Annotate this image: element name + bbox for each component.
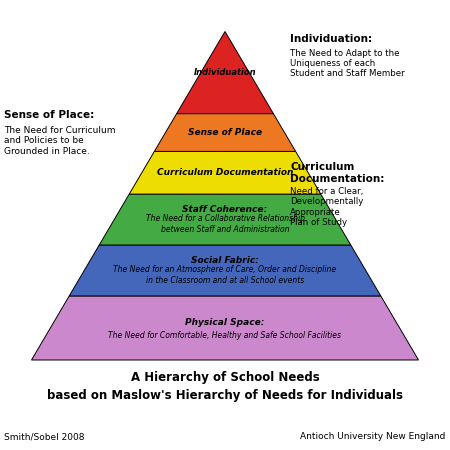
Text: The Need to Adapt to the
Uniqueness of each
Student and Staff Member: The Need to Adapt to the Uniqueness of e… — [290, 49, 405, 78]
Text: The Need for Comfortable, Healthy and Safe School Facilities: The Need for Comfortable, Healthy and Sa… — [108, 331, 342, 340]
Polygon shape — [99, 194, 351, 245]
Polygon shape — [69, 245, 381, 296]
Text: Smith/Sobel 2008: Smith/Sobel 2008 — [4, 432, 85, 441]
Text: Individuation:: Individuation: — [290, 34, 373, 44]
Text: Curriculum Documentation: Curriculum Documentation — [157, 168, 293, 177]
Text: Antioch University New England: Antioch University New England — [300, 432, 446, 441]
Text: The Need for a Collaborative Relationship
between Staff and Administration: The Need for a Collaborative Relationshi… — [145, 214, 305, 234]
Polygon shape — [32, 296, 419, 360]
Text: Physical Space:: Physical Space: — [185, 318, 265, 327]
Text: A Hierarchy of School Needs: A Hierarchy of School Needs — [130, 371, 320, 384]
Polygon shape — [129, 151, 321, 194]
Polygon shape — [176, 32, 274, 113]
Text: The Need for Curriculum
and Policies to be
Grounded in Place.: The Need for Curriculum and Policies to … — [4, 126, 116, 156]
Text: Individuation: Individuation — [194, 68, 256, 77]
Text: Social Fabric:: Social Fabric: — [191, 256, 259, 265]
Polygon shape — [154, 113, 296, 151]
Text: Staff Coherence:: Staff Coherence: — [182, 205, 268, 214]
Text: The Need for an Atmosphere of Care, Order and Discipline
in the Classroom and at: The Need for an Atmosphere of Care, Orde… — [113, 266, 337, 285]
Text: Curriculum
Documentation:: Curriculum Documentation: — [290, 162, 385, 184]
Text: based on Maslow's Hierarchy of Needs for Individuals: based on Maslow's Hierarchy of Needs for… — [47, 389, 403, 402]
Text: Sense of Place: Sense of Place — [188, 128, 262, 137]
Text: Sense of Place:: Sense of Place: — [4, 110, 95, 120]
Text: Need for a Clear,
Developmentally
Appropriate
Plan of Study: Need for a Clear, Developmentally Approp… — [290, 187, 364, 227]
